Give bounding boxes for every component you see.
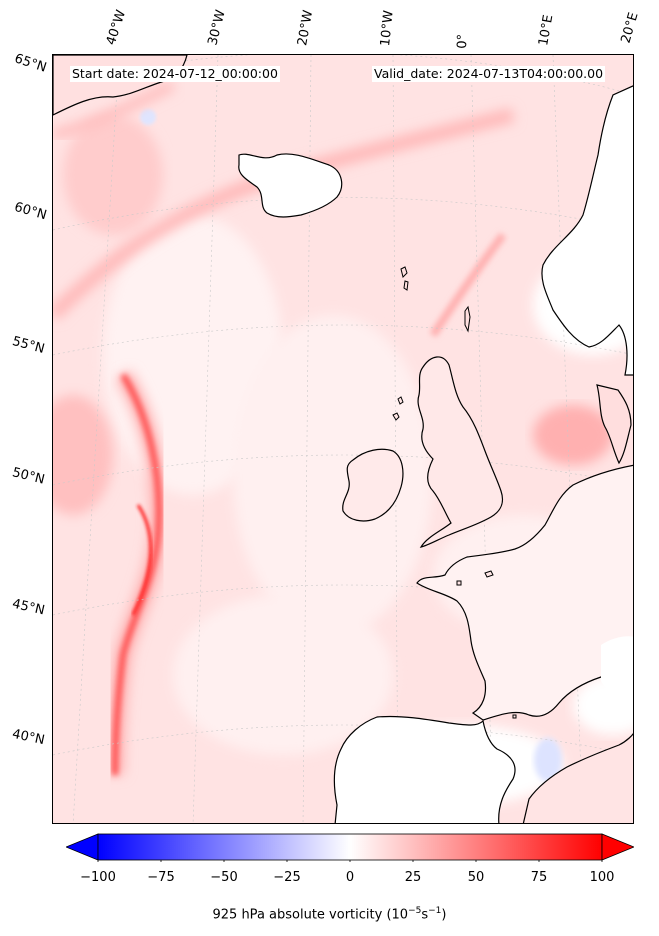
colorbar-tick-8: 100 (589, 870, 615, 885)
iceland (238, 153, 343, 218)
great-britain (417, 356, 504, 548)
colorbar-ticks (97, 860, 603, 862)
scandinavia (541, 85, 633, 376)
colorbar-extend-max (601, 833, 634, 861)
colorbar-tick-4: 0 (345, 870, 355, 885)
lon-label-0: 0° (455, 33, 471, 49)
colorbar-tick-6: 50 (467, 870, 485, 885)
colorbar-tick-5: 25 (404, 870, 422, 885)
lon-label-20e: 20°E (618, 10, 642, 45)
colorbar-body (97, 833, 603, 861)
colorbar-tick-1: −75 (147, 870, 175, 885)
colorbar-title: 925 hPa absolute vorticity (10−5s−1) (212, 906, 447, 923)
colorbar (66, 833, 634, 862)
lat-label-45n: 45°N (10, 596, 47, 619)
iberia (333, 715, 516, 823)
alps-region (601, 636, 633, 705)
vorticity-map (52, 54, 634, 824)
shetland (464, 305, 471, 333)
lat-label-40n: 40°N (10, 726, 46, 749)
lat-label-60n: 60°N (12, 199, 49, 224)
faroe (400, 266, 409, 291)
lon-label-40w: 40°W (103, 8, 130, 47)
continent-north (416, 464, 633, 721)
start-date-label: Start date: 2024-07-12_00:00:00 (70, 66, 280, 82)
lon-label-10e: 10°E (536, 13, 557, 47)
valid-date-label: Valid_date: 2024-07-13T04:00:00.00 (372, 66, 606, 82)
lat-label-65n: 65°N (12, 51, 49, 76)
lat-label-55n: 55°N (10, 334, 47, 357)
map-canvas (53, 55, 633, 823)
colorbar-extend-min (66, 833, 99, 861)
lon-label-10w: 10°W (378, 9, 397, 48)
colorbar-tick-7: 75 (530, 870, 548, 885)
lat-label-50n: 50°N (10, 465, 47, 488)
lon-label-30w: 30°W (205, 8, 229, 47)
denmark (596, 384, 632, 465)
lon-label-20w: 20°W (295, 9, 317, 48)
ireland (342, 448, 404, 522)
africa (522, 733, 633, 823)
islands (392, 396, 517, 719)
colorbar-tick-0: −100 (80, 870, 116, 885)
colorbar-tick-2: −50 (210, 870, 238, 885)
land-masses (53, 55, 633, 823)
colorbar-tick-3: −25 (273, 870, 301, 885)
